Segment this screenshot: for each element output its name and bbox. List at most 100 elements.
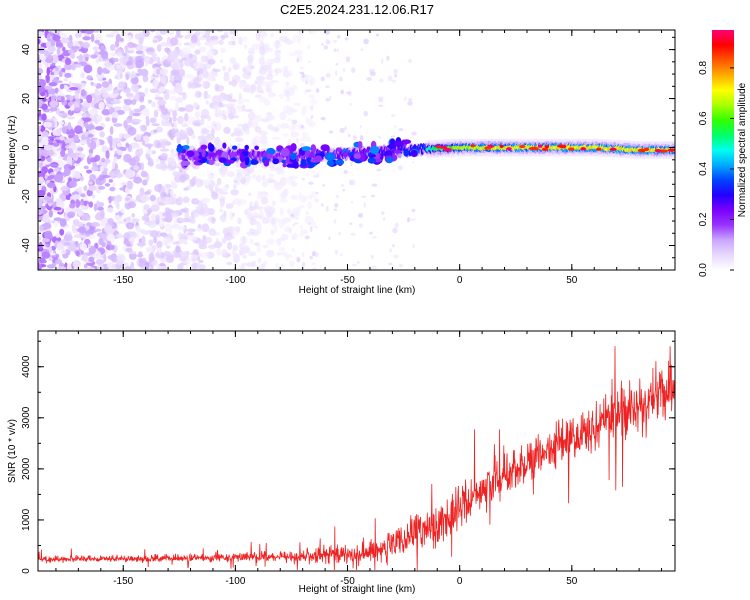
noise-blob xyxy=(140,68,149,77)
noise-blob xyxy=(241,244,250,254)
noise-blob xyxy=(86,169,93,174)
noise-blob xyxy=(176,225,186,231)
noise-blob xyxy=(74,125,83,135)
noise-blob xyxy=(279,237,286,242)
noise-blob xyxy=(226,261,233,266)
noise-blob xyxy=(48,82,58,87)
noise-blob xyxy=(206,94,211,99)
noise-blob xyxy=(289,127,297,131)
noise-blob xyxy=(256,84,263,94)
noise-blob xyxy=(182,47,192,55)
noise-blob xyxy=(393,68,398,74)
noise-blob xyxy=(108,196,112,204)
noise-blob xyxy=(57,266,67,270)
noise-blob xyxy=(284,218,290,224)
noise-blob xyxy=(42,214,49,224)
noise-blob xyxy=(285,81,290,87)
band-blob xyxy=(239,153,246,163)
noise-blob xyxy=(45,61,49,68)
noise-blob xyxy=(191,262,198,270)
noise-blob xyxy=(271,217,275,226)
noise-blob xyxy=(275,44,279,50)
noise-blob xyxy=(162,196,167,201)
noise-blob xyxy=(254,81,258,85)
noise-blob xyxy=(196,41,201,47)
noise-blob xyxy=(208,174,215,178)
noise-blob xyxy=(38,153,42,160)
band-blob xyxy=(218,157,227,163)
noise-blob xyxy=(118,81,126,89)
noise-blob xyxy=(88,148,94,154)
noise-blob xyxy=(59,135,65,141)
noise-blob xyxy=(47,55,53,60)
noise-blob xyxy=(203,179,211,186)
noise-blob xyxy=(320,116,326,121)
noise-blob xyxy=(412,160,415,164)
noise-blob xyxy=(308,81,314,86)
noise-blob xyxy=(59,218,67,227)
noise-blob xyxy=(242,71,251,80)
noise-blob xyxy=(230,132,235,137)
noise-blob xyxy=(293,102,302,106)
noise-blob xyxy=(45,41,52,48)
noise-blob xyxy=(194,90,202,99)
noise-blob xyxy=(376,168,382,172)
noise-blob xyxy=(46,157,52,162)
noise-blob xyxy=(262,174,266,182)
noise-blob xyxy=(73,46,80,50)
noise-blob xyxy=(378,96,384,103)
noise-blob xyxy=(206,35,211,44)
noise-blob xyxy=(118,132,123,139)
noise-blob xyxy=(111,264,117,269)
noise-blob xyxy=(345,56,351,63)
noise-blob xyxy=(74,107,82,112)
x-tick-label: 50 xyxy=(566,275,578,286)
noise-blob xyxy=(170,212,179,218)
noise-blob xyxy=(144,191,151,195)
noise-blob xyxy=(140,124,148,132)
noise-blob xyxy=(313,175,318,178)
noise-blob xyxy=(235,174,242,182)
noise-blob xyxy=(202,34,207,38)
noise-blob xyxy=(55,233,61,238)
noise-blob xyxy=(204,41,212,46)
noise-blob xyxy=(116,202,120,210)
band-blob xyxy=(282,163,287,168)
band-blob xyxy=(232,145,238,150)
noise-blob xyxy=(170,149,175,154)
noise-blob xyxy=(119,37,124,42)
noise-blob xyxy=(69,203,76,209)
noise-blob xyxy=(377,136,382,139)
noise-blob xyxy=(171,63,180,71)
noise-blob xyxy=(278,247,286,252)
noise-blob xyxy=(254,94,262,98)
noise-blob xyxy=(280,123,290,129)
noise-blob xyxy=(380,211,385,215)
noise-blob xyxy=(54,87,59,94)
noise-blob xyxy=(154,94,160,98)
noise-blob xyxy=(90,81,94,86)
band-blob xyxy=(326,160,335,167)
noise-blob xyxy=(371,236,378,239)
noise-blob xyxy=(236,200,242,207)
noise-blob xyxy=(304,215,314,225)
noise-blob xyxy=(88,256,95,263)
noise-blob xyxy=(205,100,209,105)
noise-blob xyxy=(392,227,398,234)
noise-blob xyxy=(113,156,118,162)
noise-blob xyxy=(186,127,193,132)
noise-blob xyxy=(286,39,295,45)
noise-blob xyxy=(112,257,117,263)
band-blob xyxy=(208,159,215,165)
y-tick-label: 1000 xyxy=(21,508,32,531)
noise-blob xyxy=(309,98,318,105)
noise-blob xyxy=(60,38,70,44)
noise-blob xyxy=(349,103,353,106)
noise-blob xyxy=(130,76,139,85)
noise-blob xyxy=(110,52,117,56)
noise-blob xyxy=(194,31,201,37)
noise-blob xyxy=(258,68,267,76)
noise-blob xyxy=(320,203,324,207)
noise-blob xyxy=(177,115,184,125)
